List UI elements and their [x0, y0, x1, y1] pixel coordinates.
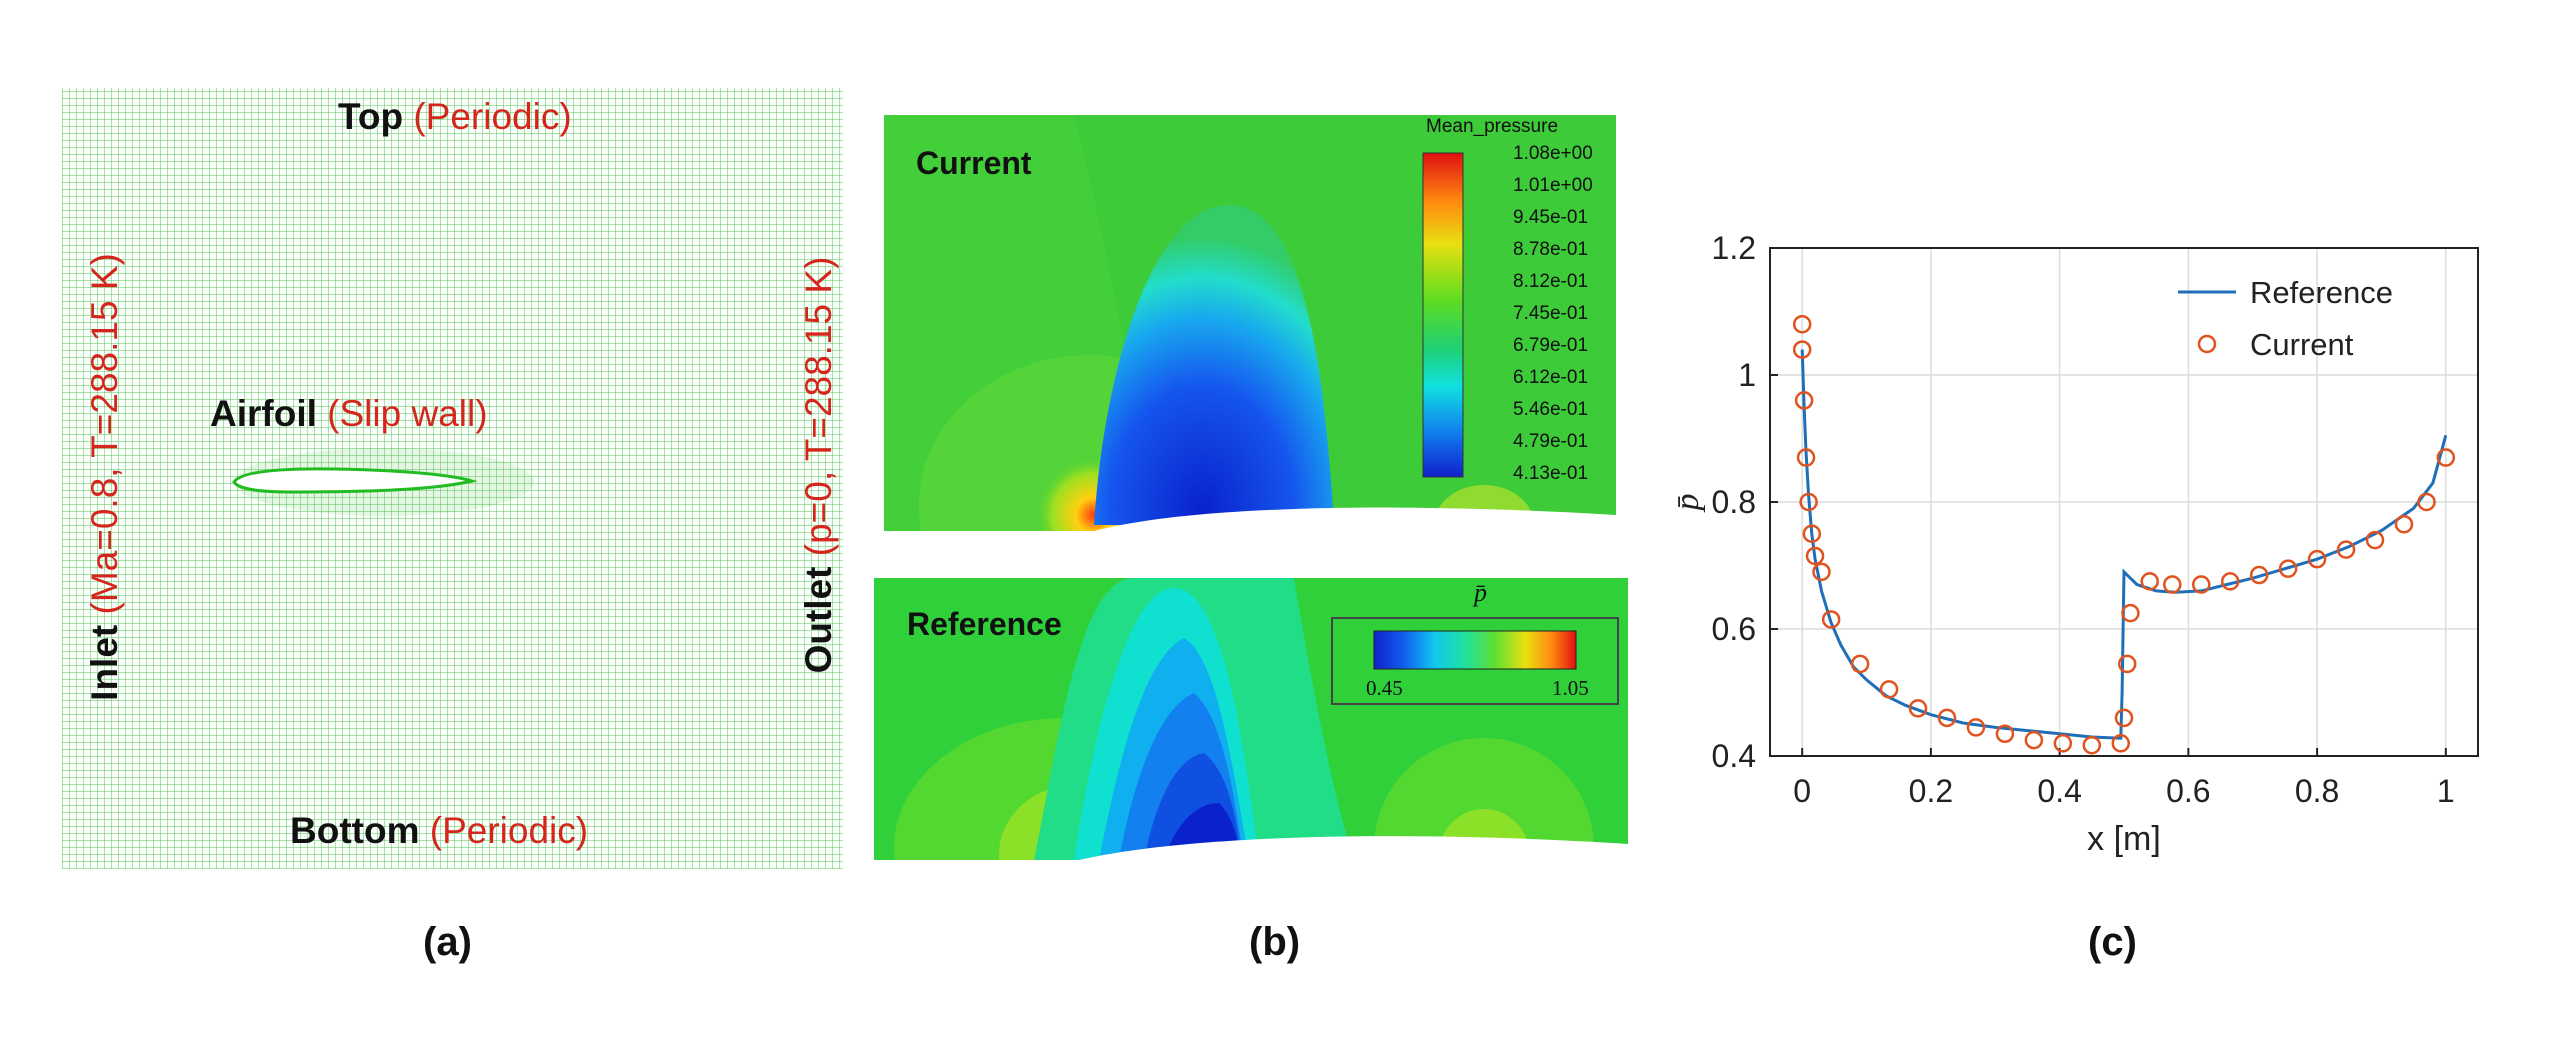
- data-point-current: [2082, 735, 2102, 755]
- current-label: Current: [916, 145, 1032, 181]
- data-point-current: [2117, 654, 2137, 674]
- data-point-current: [1794, 391, 1814, 410]
- chart-series: [1792, 314, 2456, 755]
- legend-label: Reference: [2250, 275, 2393, 310]
- top-bc-label: Top (Periodic): [338, 96, 572, 138]
- outlet-label: Outlet: [798, 566, 839, 674]
- reference-label: Reference: [907, 606, 1062, 642]
- caption-a: (a): [423, 920, 472, 964]
- x-tick-label: 0: [1793, 773, 1811, 809]
- x-tick-label: 0.4: [2037, 773, 2081, 809]
- data-point-current: [2024, 730, 2044, 750]
- x-tick-label: 1: [2437, 773, 2455, 809]
- data-point-current: [2394, 514, 2414, 534]
- airfoil-bc: (Slip wall): [327, 393, 488, 434]
- colorbar-tick: 7.45e-01: [1513, 303, 1589, 324]
- data-point-current: [2111, 734, 2131, 753]
- data-point-current: [2121, 603, 2140, 623]
- colorbar-tick: 9.45e-01: [1513, 207, 1589, 228]
- data-point-current: [2191, 575, 2211, 594]
- pressure-chart: 0 0.2 0.4 0.6 0.8 1 0.4 0.6 0.8 1 1.2 Reference Cur…: [1669, 230, 2479, 858]
- inlet-bc: (Ma=0.8, T=288.15 K): [84, 253, 125, 615]
- colorbar-tick: 5.46e-01: [1513, 399, 1589, 420]
- colorbar-tick: 1.01e+00: [1513, 175, 1593, 196]
- airfoil-bc-label: Airfoil (Slip wall): [210, 393, 488, 435]
- data-point-current: [1879, 680, 1899, 699]
- chart-ticks: 0 0.2 0.4 0.6 0.8 1 0.4 0.6 0.8 1 1.2: [1712, 230, 2455, 809]
- data-point-current: [2307, 549, 2327, 569]
- y-tick-label: 1: [1738, 357, 1756, 393]
- airfoil-label: Airfoil: [210, 393, 317, 434]
- data-point-current: [2365, 530, 2385, 550]
- colorbar-tick: 4.13e-01: [1513, 463, 1589, 484]
- data-point-current: [1966, 718, 1986, 737]
- inlet-label: Inlet: [84, 624, 125, 701]
- outlet-bc-label: Outlet (p=0, T=288.15 K): [798, 235, 842, 695]
- y-axis-label: p̄: [1669, 494, 1706, 513]
- y-tick-label: 0.4: [1712, 738, 1756, 774]
- data-point-current: [1995, 724, 2015, 744]
- data-point-current: [1850, 654, 1870, 674]
- data-point-current: [2249, 565, 2269, 585]
- data-point-current: [2140, 572, 2159, 591]
- data-point-current: [1799, 492, 1818, 512]
- current-contour: [884, 115, 1616, 531]
- colorbar-tick: 6.12e-01: [1513, 367, 1589, 388]
- data-point-current: [2278, 559, 2298, 578]
- colorbar-title: Mean_pressure: [1426, 116, 1559, 137]
- bottom-bc: (Periodic): [429, 810, 589, 851]
- x-axis-label: x [m]: [2087, 820, 2161, 858]
- outlet-bc: (p=0, T=288.15 K): [798, 256, 839, 557]
- data-point-current: [1802, 524, 1822, 543]
- data-point-current: [1792, 340, 1812, 359]
- colorbar-tick: 4.79e-01: [1513, 431, 1589, 452]
- data-point-current: [1805, 546, 1825, 566]
- inlet-bc-label: Inlet (Ma=0.8, T=288.15 K): [84, 247, 128, 707]
- colorbar-tick: 1.08e+00: [1513, 143, 1593, 164]
- bottom-bc-label: Bottom (Periodic): [290, 810, 588, 852]
- chart-grid: [1770, 247, 2478, 757]
- legend-swatch-marker: [2197, 334, 2217, 354]
- y-tick-label: 1.2: [1712, 230, 1756, 266]
- colorbar-tick: 6.79e-01: [1513, 335, 1589, 356]
- data-point-current: [1812, 562, 1831, 582]
- bottom-label: Bottom: [290, 810, 420, 851]
- chart-legend: Reference Current: [2178, 275, 2393, 362]
- x-tick-label: 0.8: [2295, 773, 2339, 809]
- data-point-current: [2163, 575, 2182, 594]
- data-point-current: [2220, 572, 2240, 591]
- x-tick-label: 0.6: [2166, 773, 2210, 809]
- data-point-current: [2114, 708, 2134, 728]
- series-line-reference: [1800, 349, 2448, 740]
- data-point-current: [2336, 540, 2356, 559]
- colorbar-tick: 8.12e-01: [1513, 271, 1589, 292]
- ref-colorbar-min: 0.45: [1366, 676, 1403, 700]
- data-point-current: [2417, 492, 2436, 512]
- reference-contour: [874, 578, 1628, 860]
- airfoil-shape: [232, 448, 534, 516]
- caption-b: (b): [1249, 920, 1301, 964]
- x-tick-label: 0.2: [1909, 773, 1953, 809]
- y-tick-label: 0.6: [1712, 611, 1756, 647]
- colorbar-tick: 8.78e-01: [1513, 239, 1589, 260]
- data-point-current: [1937, 708, 1957, 728]
- data-point-current: [2436, 448, 2456, 467]
- data-point-current: [1821, 610, 1841, 629]
- top-bc: (Periodic): [413, 96, 572, 137]
- y-tick-label: 0.8: [1712, 484, 1756, 520]
- data-point-current: [1796, 448, 1816, 467]
- legend-label: Current: [2250, 327, 2354, 362]
- data-point-current: [1908, 699, 1928, 718]
- ref-colorbar-symbol: p̄: [1474, 578, 1487, 607]
- data-point-current: [2053, 734, 2073, 753]
- caption-c: (c): [2088, 920, 2137, 964]
- data-point-current: [1792, 314, 1812, 334]
- ref-colorbar-max: 1.05: [1552, 676, 1589, 700]
- top-label: Top: [338, 96, 404, 137]
